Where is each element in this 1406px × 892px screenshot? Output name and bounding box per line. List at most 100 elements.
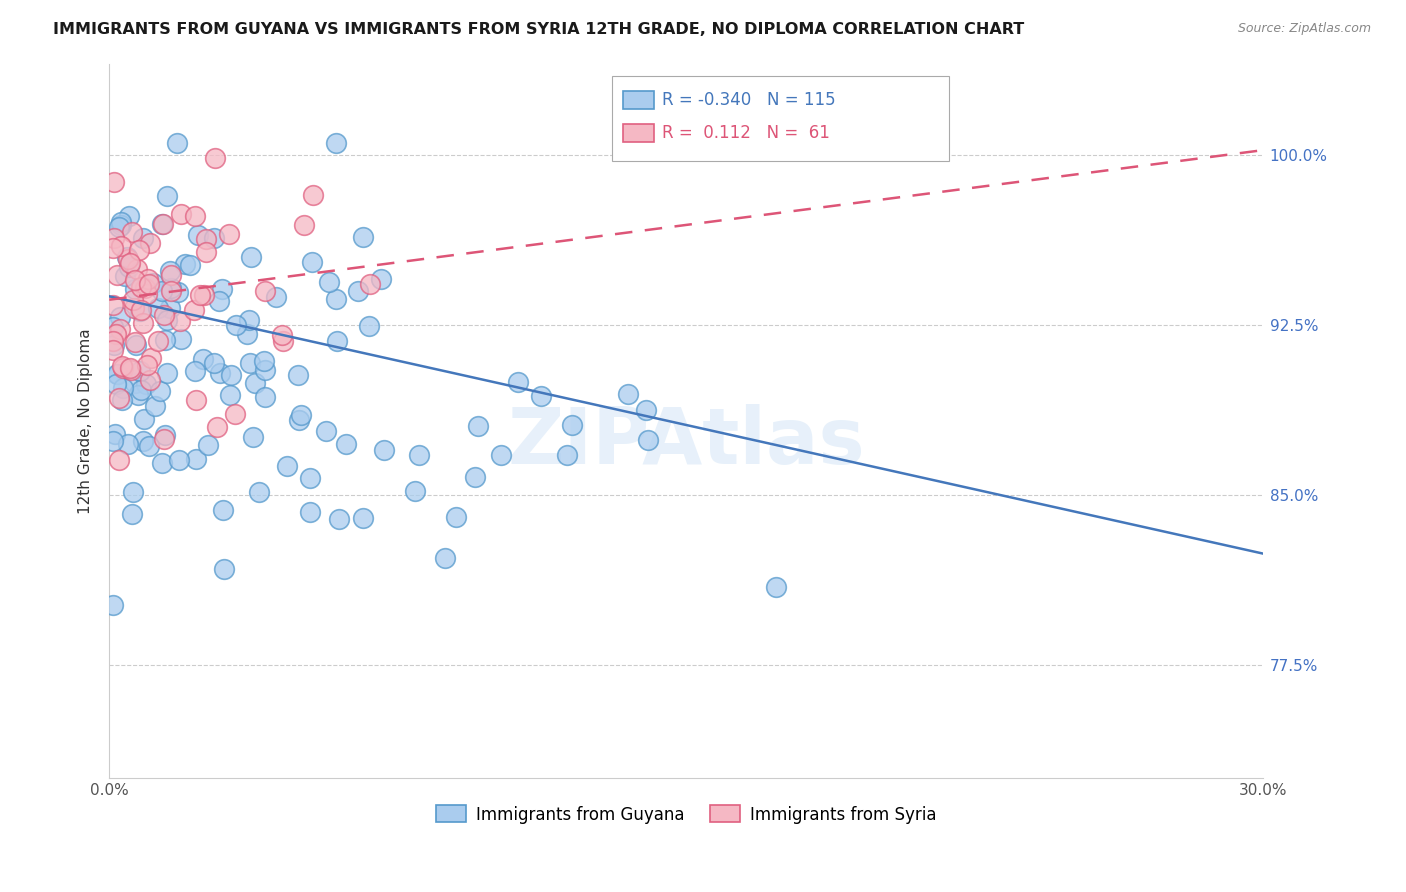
Point	[209, 366, 232, 380]
Point	[218, 227, 240, 241]
Point	[117, 252, 139, 266]
Point	[202, 230, 225, 244]
Point	[122, 293, 145, 308]
Point	[142, 276, 165, 290]
Point	[159, 285, 181, 299]
Point	[491, 448, 513, 462]
Point	[287, 413, 309, 427]
Point	[184, 364, 207, 378]
Point	[101, 598, 124, 612]
Point	[146, 334, 169, 348]
Point	[108, 321, 131, 335]
Point	[205, 419, 228, 434]
Point	[191, 352, 214, 367]
Point	[186, 392, 208, 407]
Point	[124, 272, 146, 286]
Point	[290, 409, 312, 423]
Point	[103, 434, 125, 449]
Point	[139, 351, 162, 366]
Point	[270, 328, 292, 343]
Point	[202, 356, 225, 370]
Point	[243, 376, 266, 391]
Point	[195, 232, 218, 246]
Point	[124, 281, 146, 295]
Point	[238, 313, 260, 327]
Point	[136, 358, 159, 372]
Text: R = -0.340   N = 115: R = -0.340 N = 115	[662, 91, 835, 109]
Point	[328, 512, 350, 526]
Point	[107, 368, 129, 382]
Point	[169, 313, 191, 327]
Point	[765, 580, 787, 594]
Point	[110, 218, 132, 232]
Point	[105, 367, 128, 381]
Point	[302, 188, 325, 202]
Point	[219, 368, 242, 382]
Point	[108, 452, 131, 467]
Point	[636, 403, 658, 417]
Point	[183, 303, 205, 318]
Point	[132, 231, 155, 245]
Point	[315, 424, 337, 438]
Point	[242, 429, 264, 443]
Point	[373, 442, 395, 457]
Point	[276, 459, 298, 474]
Point	[117, 437, 139, 451]
Point	[637, 433, 659, 447]
Point	[150, 284, 173, 298]
Point	[433, 551, 456, 566]
Point	[252, 354, 274, 368]
Point	[186, 451, 208, 466]
Point	[153, 432, 176, 446]
Point	[121, 508, 143, 522]
Point	[121, 225, 143, 239]
Point	[101, 242, 124, 256]
Legend: Immigrants from Guyana, Immigrants from Syria: Immigrants from Guyana, Immigrants from …	[429, 798, 942, 830]
Point	[239, 251, 262, 265]
Point	[120, 256, 142, 270]
Point	[218, 388, 240, 402]
Point	[174, 257, 197, 271]
Point	[153, 428, 176, 442]
Point	[128, 243, 150, 257]
Point	[132, 316, 155, 330]
Point	[103, 334, 125, 348]
Point	[134, 281, 156, 295]
Point	[184, 209, 207, 223]
Point	[326, 334, 349, 348]
Point	[110, 392, 132, 407]
Point	[530, 389, 553, 403]
Point	[135, 376, 157, 391]
Point	[152, 217, 174, 231]
Point	[110, 239, 132, 253]
Point	[347, 284, 370, 298]
Point	[124, 335, 146, 350]
Point	[224, 407, 246, 421]
Point	[138, 277, 160, 291]
Point	[124, 376, 146, 391]
Point	[118, 210, 141, 224]
Point	[118, 260, 141, 275]
Point	[153, 333, 176, 347]
Text: R =  0.112   N =  61: R = 0.112 N = 61	[662, 124, 830, 142]
Point	[464, 469, 486, 483]
Point	[444, 509, 467, 524]
Point	[129, 280, 152, 294]
Point	[187, 227, 209, 242]
Point	[335, 437, 357, 451]
Point	[138, 271, 160, 285]
Point	[193, 288, 215, 302]
Point	[159, 264, 181, 278]
Point	[561, 418, 583, 433]
Point	[299, 505, 322, 519]
Text: Source: ZipAtlas.com: Source: ZipAtlas.com	[1237, 22, 1371, 36]
Point	[105, 268, 128, 282]
Point	[143, 399, 166, 413]
Point	[212, 503, 235, 517]
Point	[156, 189, 179, 203]
Point	[103, 231, 125, 245]
Point	[104, 426, 127, 441]
Point	[299, 471, 322, 485]
Point	[138, 439, 160, 453]
Point	[204, 151, 226, 165]
